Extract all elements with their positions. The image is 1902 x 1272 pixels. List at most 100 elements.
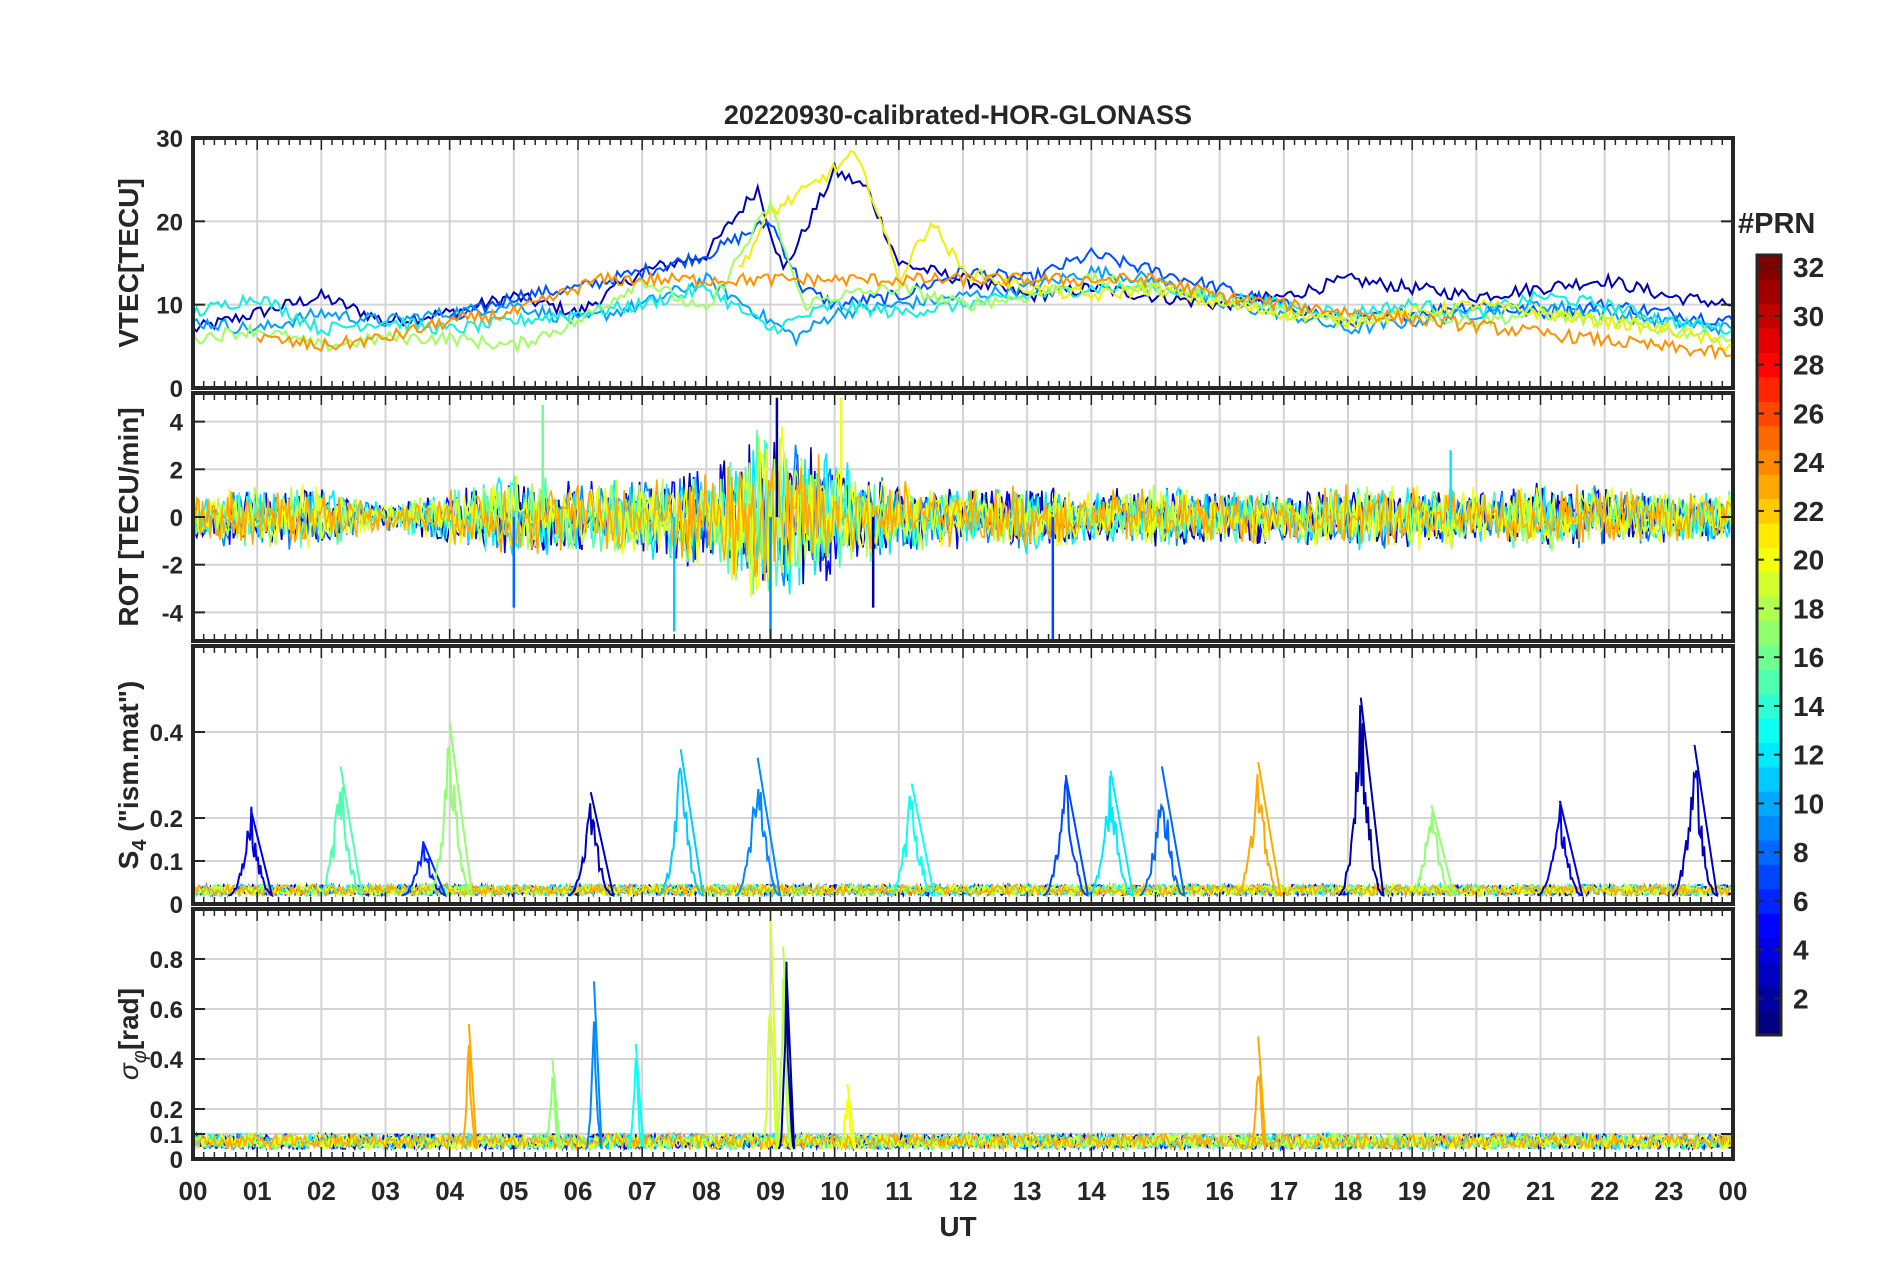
sigma_phi-burst — [627, 1043, 645, 1150]
s4-burst — [1042, 774, 1090, 897]
y-tick-label: 0.2 — [150, 806, 183, 833]
colorbar-swatch — [1757, 669, 1781, 695]
colorbar-tick-label: 2 — [1793, 983, 1809, 1014]
colorbar-tick-label: 4 — [1793, 935, 1809, 966]
x-tick-label: 06 — [564, 1176, 593, 1206]
y-tick-label: -4 — [162, 600, 184, 627]
y-tick-label: 0 — [170, 1147, 183, 1174]
axes-frame — [191, 136, 1735, 390]
colorbar-tick-label: 22 — [1793, 496, 1824, 527]
y-tick-label: 0 — [170, 376, 183, 403]
colorbar-tick-label: 28 — [1793, 350, 1824, 381]
y-axis-label: S4 ("ism.mat") — [113, 681, 151, 870]
s4-burst — [228, 806, 274, 898]
colorbar-tick-label: 26 — [1793, 398, 1824, 429]
y-tick-label: 0.6 — [150, 997, 183, 1024]
x-tick-label: 19 — [1398, 1176, 1427, 1206]
x-tick-label: 01 — [243, 1176, 272, 1206]
s4-burst — [568, 791, 615, 897]
x-tick-label: 00 — [1719, 1176, 1748, 1206]
colorbar-swatch — [1757, 864, 1781, 890]
x-tick-label: 18 — [1334, 1176, 1363, 1206]
sigma_phi-burst — [839, 1083, 857, 1152]
y-tick-label: 2 — [170, 457, 183, 484]
colorbar-tick-label: 14 — [1793, 691, 1825, 722]
x-tick-label: 05 — [499, 1176, 528, 1206]
y-tick-label: 30 — [156, 126, 183, 153]
plot-traces — [193, 150, 1733, 361]
s4-burst — [657, 749, 705, 897]
vtec-series-prn-20 — [738, 150, 1733, 352]
x-tick-label: 03 — [371, 1176, 400, 1206]
colorbar-swatch — [1757, 328, 1781, 353]
colorbar-swatch — [1757, 376, 1781, 402]
vtec-series-prn-9 — [193, 264, 1733, 347]
colorbar-tick-label: 8 — [1793, 837, 1809, 868]
colorbar-swatch — [1757, 1010, 1781, 1036]
colorbar-tick-label: 12 — [1793, 740, 1824, 771]
x-tick-label: 10 — [820, 1176, 849, 1206]
y-tick-label: 0.8 — [150, 947, 183, 974]
x-tick-label: 12 — [949, 1176, 978, 1206]
x-tick-label: 00 — [179, 1176, 208, 1206]
sigma_phi-burst — [585, 981, 603, 1150]
y-axis-label: ROT [TECU/min] — [113, 407, 144, 626]
x-tick-label: 21 — [1526, 1176, 1555, 1206]
y-tick-label: 0.4 — [150, 720, 184, 747]
axes-frame — [191, 907, 1735, 1161]
x-tick-label: 15 — [1141, 1176, 1170, 1206]
vtec-series-prn-17 — [193, 199, 1733, 355]
x-tick-label: 20 — [1462, 1176, 1491, 1206]
sigma_phi-burst — [774, 946, 792, 1150]
colorbar-swatch — [1757, 815, 1781, 841]
s4-burst — [1235, 761, 1282, 897]
colorbar-tick-label: 10 — [1793, 788, 1824, 819]
x-tick-label: 02 — [307, 1176, 336, 1206]
y-axis-label: σφ[rad] — [113, 988, 151, 1080]
s4-burst — [426, 723, 474, 897]
s4-burst — [734, 757, 782, 897]
panel-s4: 0 0.1 0.2 0.4S4 ("ism.mat") — [113, 644, 1735, 919]
x-axis-label: UT — [939, 1211, 976, 1242]
sigma_phi-burst — [777, 961, 796, 1150]
colorbar-frame — [1755, 253, 1783, 1037]
vtec-series-prn-23 — [256, 270, 1733, 361]
x-tick-label: 08 — [692, 1176, 721, 1206]
colorbar-swatch — [1757, 523, 1781, 548]
panel-rot: -4 -2 0 2 4 ROT [TECU/min] — [113, 391, 1735, 643]
s4-burst — [1408, 804, 1456, 897]
x-tick-label: 14 — [1077, 1176, 1106, 1206]
s4-burst — [401, 841, 448, 898]
y-tick-label: 0.4 — [150, 1047, 184, 1074]
colorbar-swatch — [1757, 718, 1781, 743]
s4-burst — [888, 783, 936, 897]
y-tick-label: 10 — [156, 293, 183, 320]
y-tick-label: 0.1 — [150, 1122, 183, 1149]
sigma_phi-burst — [543, 1058, 561, 1150]
sigma_phi-burst — [460, 1023, 478, 1150]
s4-burst — [1087, 770, 1135, 897]
y-tick-label: 20 — [156, 209, 183, 236]
plot-traces — [193, 397, 1732, 641]
s4-series-prn-23 — [193, 881, 1732, 899]
sigma_phi-series-prn-23 — [193, 1131, 1732, 1153]
s4-burst — [1671, 744, 1719, 897]
vtec-series-prn-13 — [193, 278, 1733, 337]
colorbar-tick-label: 20 — [1793, 545, 1824, 576]
colorbar-swatch — [1757, 620, 1781, 646]
x-tick-label: 07 — [628, 1176, 657, 1206]
sigma_phi-series-prn-18 — [193, 1131, 1732, 1153]
s4-burst — [1537, 800, 1584, 897]
colorbar-label: #PRN — [1738, 208, 1815, 240]
colorbar-tick-label: 16 — [1793, 642, 1824, 673]
colorbar-swatch — [1757, 279, 1781, 305]
y-tick-label: 0 — [170, 505, 183, 532]
colorbar-swatch — [1757, 766, 1781, 792]
colorbar-swatch — [1757, 961, 1781, 987]
x-tick-label: 04 — [435, 1176, 464, 1206]
y-tick-label: 4 — [170, 410, 184, 437]
colorbar-tick-label: 6 — [1793, 886, 1809, 917]
figure-title: 20220930-calibrated-HOR-GLONASS — [724, 100, 1192, 130]
x-tick-label: 11 — [885, 1176, 913, 1206]
y-tick-label: 0.2 — [150, 1097, 183, 1124]
